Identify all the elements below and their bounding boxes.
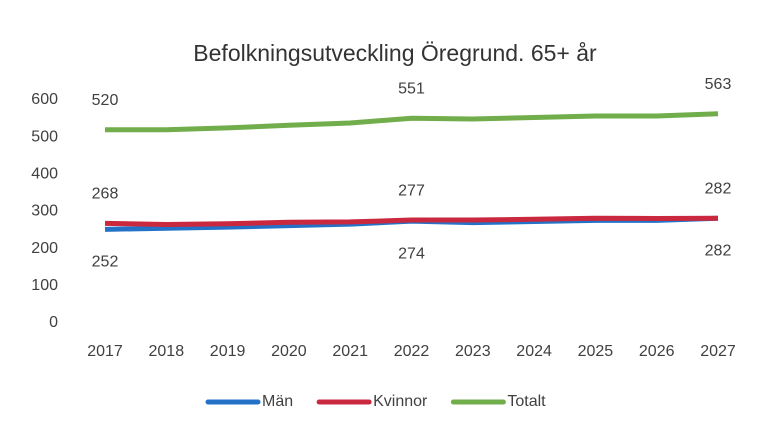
y-tick-label: 400: [31, 166, 58, 183]
data-label: 252: [92, 254, 119, 271]
data-label: 282: [705, 180, 732, 197]
legend-label: Kvinnor: [373, 393, 428, 410]
x-tick-label: 2018: [149, 343, 185, 360]
x-tick-label: 2025: [578, 343, 614, 360]
x-tick-label: 2026: [639, 343, 675, 360]
y-tick-label: 0: [49, 314, 58, 331]
y-tick-label: 500: [31, 128, 58, 145]
x-tick-label: 2023: [455, 343, 491, 360]
data-label: 268: [92, 186, 119, 203]
legend-label: Totalt: [507, 393, 546, 410]
data-label: 563: [705, 76, 732, 93]
x-tick-label: 2027: [700, 343, 736, 360]
x-tick-label: 2024: [516, 343, 552, 360]
x-tick-label: 2022: [394, 343, 430, 360]
y-tick-label: 100: [31, 277, 58, 294]
x-tick-label: 2017: [87, 343, 123, 360]
x-tick-label: 2021: [332, 343, 368, 360]
y-tick-label: 600: [31, 91, 58, 108]
data-label: 282: [705, 242, 732, 259]
data-label: 277: [398, 182, 425, 199]
data-label: 274: [398, 245, 425, 262]
data-label: 551: [398, 80, 425, 97]
y-tick-label: 300: [31, 203, 58, 220]
x-tick-label: 2020: [271, 343, 307, 360]
data-label: 520: [92, 92, 119, 109]
legend-label: Män: [262, 393, 293, 410]
chart-title: Befolkningsutveckling Öregrund. 65+ år: [193, 40, 597, 66]
series-line: [105, 111, 719, 133]
x-tick-label: 2019: [210, 343, 246, 360]
y-tick-label: 200: [31, 240, 58, 257]
series-line: [104, 215, 719, 228]
